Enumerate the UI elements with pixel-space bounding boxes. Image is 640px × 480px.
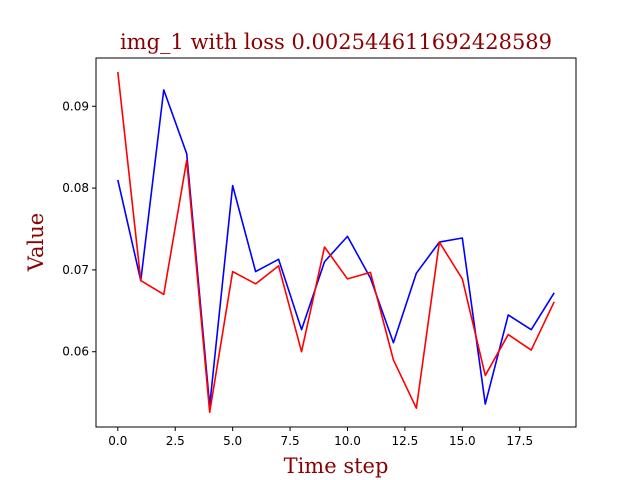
chart-title: img_1 with loss 0.002544611692428589 — [120, 30, 552, 54]
x-tick-label: 15.0 — [449, 434, 476, 448]
x-axis-ticks: 0.0 2.5 5.0 7.5 10.0 12.5 15.0 17.5 — [108, 427, 533, 448]
y-tick-label: 0.07 — [62, 263, 89, 277]
y-tick-label: 0.09 — [62, 99, 89, 113]
x-tick-label: 0.0 — [108, 434, 127, 448]
x-tick-label: 5.0 — [223, 434, 242, 448]
plot-area — [95, 57, 577, 428]
x-tick-label: 12.5 — [392, 434, 419, 448]
x-axis-label: Time step — [284, 454, 389, 478]
y-axis-label: Value — [24, 213, 48, 272]
series-line-2 — [117, 71, 555, 414]
plot-frame — [95, 57, 577, 428]
y-axis-ticks: 0.06 0.07 0.08 0.09 — [62, 99, 96, 359]
x-tick-label: 10.0 — [334, 434, 361, 448]
y-tick-label: 0.08 — [62, 181, 89, 195]
x-tick-label: 17.5 — [506, 434, 533, 448]
x-tick-label: 7.5 — [281, 434, 300, 448]
y-tick-label: 0.06 — [62, 345, 89, 359]
series-line-1 — [117, 89, 555, 407]
x-tick-label: 2.5 — [166, 434, 185, 448]
